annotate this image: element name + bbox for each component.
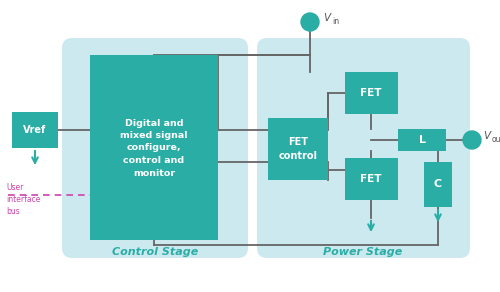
Bar: [90, 55, 218, 240]
Circle shape: [463, 131, 481, 149]
Text: out: out: [492, 135, 500, 143]
Bar: [12, 112, 58, 148]
FancyBboxPatch shape: [62, 38, 248, 258]
Text: Vref: Vref: [24, 125, 46, 135]
Text: FET
control: FET control: [278, 137, 318, 161]
Bar: [345, 72, 398, 114]
Text: Control Stage: Control Stage: [112, 247, 198, 257]
Text: C: C: [434, 179, 442, 189]
Bar: [268, 118, 328, 180]
Text: FET: FET: [360, 174, 382, 184]
FancyBboxPatch shape: [257, 38, 470, 258]
Text: L: L: [418, 135, 426, 145]
Bar: [424, 162, 452, 207]
Bar: [398, 129, 446, 151]
Text: User
interface
bus: User interface bus: [6, 183, 40, 215]
Text: in: in: [332, 17, 339, 25]
Text: FET: FET: [360, 88, 382, 98]
Circle shape: [301, 13, 319, 31]
Text: V: V: [323, 13, 330, 23]
Bar: [345, 158, 398, 200]
Text: Digital and
mixed signal
configure,
control and
monitor: Digital and mixed signal configure, cont…: [120, 119, 188, 178]
Text: Power Stage: Power Stage: [324, 247, 402, 257]
Text: V: V: [483, 131, 490, 141]
